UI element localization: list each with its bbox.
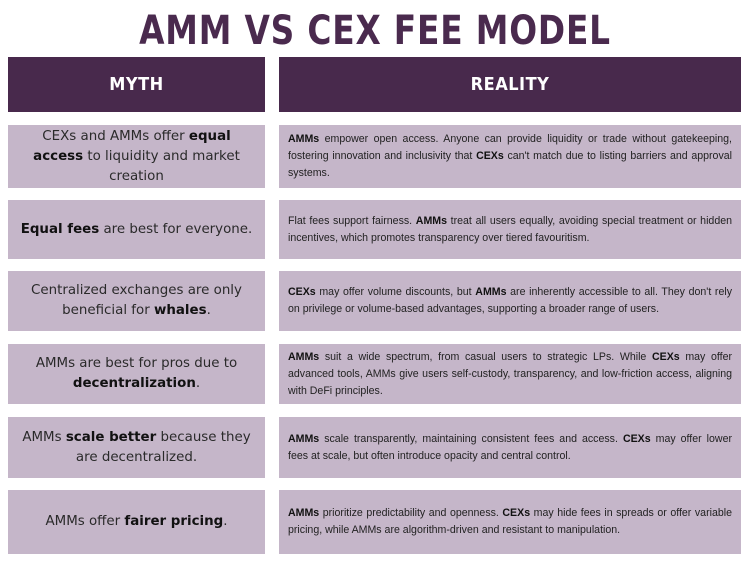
myth-cell: CEXs and AMMs offer equal access to liqu… bbox=[8, 125, 265, 188]
text-segment: may offer volume discounts, but bbox=[315, 286, 476, 298]
bold-text: whales bbox=[153, 303, 207, 318]
bold-text: CEXs bbox=[476, 150, 504, 162]
text-segment: prioritize predictability and openness. bbox=[319, 507, 503, 519]
reality-header-label: REALITY bbox=[470, 74, 550, 95]
myth-header-label: MYTH bbox=[109, 74, 164, 95]
bold-text: CEXs bbox=[651, 350, 680, 363]
text-segment: may offer lower fees at scale, but often… bbox=[288, 432, 732, 462]
bold-text: AMMs bbox=[415, 214, 447, 227]
bold-text: CEXs bbox=[622, 432, 651, 445]
text-segment: Centralized exchanges are only beneficia… bbox=[31, 283, 242, 318]
bold-text: decentralization bbox=[72, 376, 196, 391]
text-segment: CEXs and AMMs offer bbox=[42, 128, 189, 144]
bold-text: fairer pricing bbox=[124, 514, 224, 529]
text-segment: . bbox=[195, 376, 201, 391]
myth-cell: Centralized exchanges are only beneficia… bbox=[8, 271, 265, 331]
reality-text: CEXs may offer volume discounts, but AMM… bbox=[288, 284, 732, 318]
reality-text: AMMs prioritize predictability and openn… bbox=[288, 505, 732, 539]
bold-text: CEXs bbox=[502, 507, 531, 519]
reality-cell: AMMs prioritize predictability and openn… bbox=[279, 490, 741, 554]
bold-text: AMMs bbox=[288, 507, 320, 519]
text-segment: scale transparently, maintaining consist… bbox=[319, 432, 623, 445]
reality-text: AMMs suit a wide spectrum, from casual u… bbox=[288, 349, 732, 400]
myth-cell: Equal fees are best for everyone. bbox=[8, 200, 265, 259]
bold-text: AMMs bbox=[288, 133, 320, 145]
text-segment: because they are decentralized. bbox=[75, 429, 251, 465]
bold-text: equal access bbox=[33, 128, 231, 164]
text-segment: to liquidity and market creation bbox=[83, 148, 240, 184]
bold-text: Equal fees bbox=[20, 221, 100, 237]
myth-text: CEXs and AMMs offer equal access to liqu… bbox=[18, 127, 255, 187]
bold-text: AMMs bbox=[288, 350, 320, 363]
myth-text: AMMs offer fairer pricing. bbox=[45, 512, 227, 532]
reality-text: AMMs empower open access. Anyone can pro… bbox=[288, 131, 732, 182]
myth-text: AMMs are best for pros due to decentrali… bbox=[18, 354, 255, 394]
myth-cell: AMMs offer fairer pricing. bbox=[8, 490, 265, 554]
text-segment: are inherently accessible to all. They d… bbox=[288, 286, 732, 315]
text-segment: Flat fees support fairness. bbox=[288, 214, 416, 227]
text-segment: treat all users equally, avoiding specia… bbox=[288, 214, 732, 244]
bold-text: scale better bbox=[65, 429, 157, 445]
text-segment: AMMs are best for pros due to bbox=[35, 356, 238, 371]
text-segment: suit a wide spectrum, from casual users … bbox=[319, 350, 652, 363]
myth-text: Centralized exchanges are only beneficia… bbox=[18, 281, 255, 321]
myth-text: Equal fees are best for everyone. bbox=[21, 220, 253, 240]
bold-text: AMMs bbox=[475, 286, 507, 298]
reality-cell: AMMs suit a wide spectrum, from casual u… bbox=[279, 344, 741, 404]
reality-cell: Flat fees support fairness. AMMs treat a… bbox=[279, 200, 741, 259]
reality-column-header: REALITY bbox=[279, 57, 741, 112]
text-segment: may offer advanced tools, AMMs give user… bbox=[288, 350, 732, 397]
reality-cell: AMMs empower open access. Anyone can pro… bbox=[279, 125, 741, 188]
reality-text: AMMs scale transparently, maintaining co… bbox=[288, 431, 732, 465]
myth-text: AMMs scale better because they are decen… bbox=[18, 428, 255, 468]
myth-column-header: MYTH bbox=[8, 57, 265, 112]
reality-cell: AMMs scale transparently, maintaining co… bbox=[279, 417, 741, 478]
text-segment: AMMs offer bbox=[45, 514, 125, 529]
text-segment: . bbox=[223, 514, 228, 529]
myth-cell: AMMs scale better because they are decen… bbox=[8, 417, 265, 478]
bold-text: CEXs bbox=[288, 286, 316, 298]
text-segment: can't match due to listing barriers and … bbox=[288, 150, 732, 179]
page-title: AMM VS CEX FEE MODEL REALITIES bbox=[139, 8, 611, 104]
text-segment: may hide fees in spreads or offer variab… bbox=[288, 507, 732, 536]
text-segment: . bbox=[206, 303, 211, 318]
text-segment: are best for everyone. bbox=[99, 221, 253, 237]
reality-cell: CEXs may offer volume discounts, but AMM… bbox=[279, 271, 741, 331]
reality-text: Flat fees support fairness. AMMs treat a… bbox=[288, 213, 732, 247]
myth-cell: AMMs are best for pros due to decentrali… bbox=[8, 344, 265, 404]
bold-text: AMMs bbox=[288, 432, 320, 445]
text-segment: AMMs bbox=[22, 429, 66, 445]
text-segment: empower open access. Anyone can provide … bbox=[288, 133, 732, 162]
